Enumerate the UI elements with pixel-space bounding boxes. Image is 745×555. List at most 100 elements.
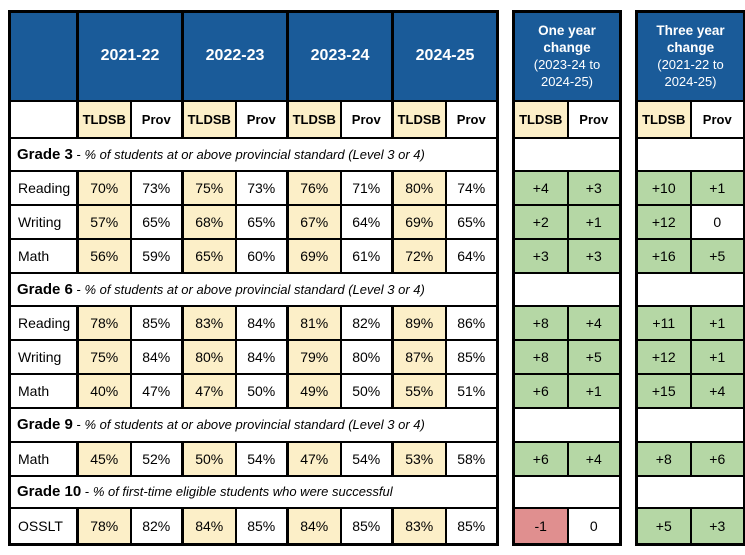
score-cell: 70% [76,169,132,206]
score-cell: 75% [181,169,237,206]
data-row: +12 0 [635,203,745,240]
change-cell: +5 [566,338,622,375]
data-row: +8 +6 [635,440,745,477]
col-header-tldsb: TLDSB [286,99,342,139]
change-cell: 0 [566,506,622,546]
col-header-tldsb: TLDSB [512,99,569,139]
score-cell: 52% [129,440,184,477]
score-cell: 85% [444,506,499,546]
section-row: Grade 3 - % of students at or above prov… [8,136,499,172]
score-cell: 73% [129,169,184,206]
score-cell: 67% [286,203,342,240]
score-cell: 80% [181,338,237,375]
section-heading-grade9: Grade 9 - % of students at or above prov… [8,406,499,443]
section-title: Grade 6 [17,280,73,298]
section-title: Grade 10 [17,483,82,500]
spacer-cell [635,406,745,443]
score-cell: 82% [129,506,184,546]
panel-header-row: One year change (2023-24 to 2024-25) [512,10,622,102]
data-row: Writing 75% 84% 80% 84% 79% 80% 87% 85% [8,338,499,375]
section-separator: - [76,146,81,162]
change-cell: +6 [689,440,745,477]
data-row: Math 45% 52% 50% 54% 47% 54% 53% 58% [8,440,499,477]
section-note: % of first-time eligible students who we… [92,484,393,499]
data-row: +16 +5 [635,237,745,274]
score-cell: 64% [339,203,394,240]
data-row: Writing 57% 65% 68% 65% 67% 64% 69% 65% [8,203,499,240]
change-cell: +11 [635,304,692,341]
score-cell: 84% [181,506,237,546]
score-cell: 57% [76,203,132,240]
section-separator: - [76,281,81,297]
section-note: % of students at or above provincial sta… [84,281,425,297]
score-cell: 75% [76,338,132,375]
section-heading-grade10: Grade 10 - % of first-time eligible stud… [8,474,499,509]
data-row: +2 +1 [512,203,622,240]
data-row: Math 40% 47% 47% 50% 49% 50% 55% 51% [8,372,499,409]
score-cell: 72% [391,237,447,274]
section-note: % of students at or above provincial sta… [84,146,425,162]
score-cell: 85% [444,338,499,375]
data-row: +15 +4 [635,372,745,409]
section-title: Grade 9 [17,416,73,433]
score-cell: 84% [234,304,289,341]
score-cell: 84% [234,338,289,375]
change-cell: +8 [635,440,692,477]
section-row: Grade 9 - % of students at or above prov… [8,406,499,443]
column-header-row: TLDSB Prov [635,99,745,139]
score-cell: 54% [234,440,289,477]
data-row: +8 +5 [512,338,622,375]
score-cell: 50% [181,440,237,477]
change-cell: +6 [512,372,569,409]
score-cell: 84% [286,506,342,546]
one-year-change-panel: One year change (2023-24 to 2024-25) TLD… [512,10,622,546]
change-cell: +8 [512,338,569,375]
score-cell: 85% [129,304,184,341]
change-cell: +15 [635,372,692,409]
score-cell: 49% [286,372,342,409]
change-cell: +12 [635,203,692,240]
col-header-tldsb: TLDSB [391,99,447,139]
row-label: Writing [8,338,79,375]
col-header-tldsb: TLDSB [181,99,237,139]
score-cell: 79% [286,338,342,375]
row-label: Math [8,237,79,274]
data-row: Reading 78% 85% 83% 84% 81% 82% 89% 86% [8,304,499,341]
section-separator: - [76,417,81,432]
score-cell: 84% [129,338,184,375]
score-cell: 76% [286,169,342,206]
corner-cell [8,10,79,102]
panel-subtitle: (2023-24 to 2024-25) [533,56,601,89]
panel-title: Three year change [656,22,725,56]
score-cell: 65% [181,237,237,274]
data-row: Math 56% 59% 65% 60% 69% 61% 72% 64% [8,237,499,274]
column-header-row: TLDSB Prov TLDSB Prov TLDSB Prov TLDSB P… [8,99,499,139]
change-cell: +8 [512,304,569,341]
score-cell: 50% [234,372,289,409]
change-cell: +3 [566,169,622,206]
score-cell: 73% [234,169,289,206]
spacer-cell [635,136,745,172]
data-row: OSSLT 78% 82% 84% 85% 84% 85% 83% 85% [8,506,499,546]
score-cell: 47% [181,372,237,409]
col-header-prov: Prov [444,99,499,139]
score-cell: 71% [339,169,394,206]
change-cell: +12 [635,338,692,375]
score-cell: 83% [181,304,237,341]
col-header-tldsb: TLDSB [635,99,692,139]
change-cell: +4 [566,304,622,341]
score-cell: 89% [391,304,447,341]
score-cell: 68% [181,203,237,240]
data-row: +10 +1 [635,169,745,206]
score-cell: 65% [234,203,289,240]
row-label: Reading [8,169,79,206]
panel-header: Three year change (2021-22 to 2024-25) [635,10,745,102]
score-cell: 59% [129,237,184,274]
section-heading-grade6: Grade 6 - % of students at or above prov… [8,271,499,307]
year-header-row: 2021-22 2022-23 2023-24 2024-25 [8,10,499,102]
three-year-change-panel: Three year change (2021-22 to 2024-25) T… [635,10,745,546]
spacer-cell [512,406,622,443]
data-row: +12 +1 [635,338,745,375]
spacer-cell [635,271,745,307]
